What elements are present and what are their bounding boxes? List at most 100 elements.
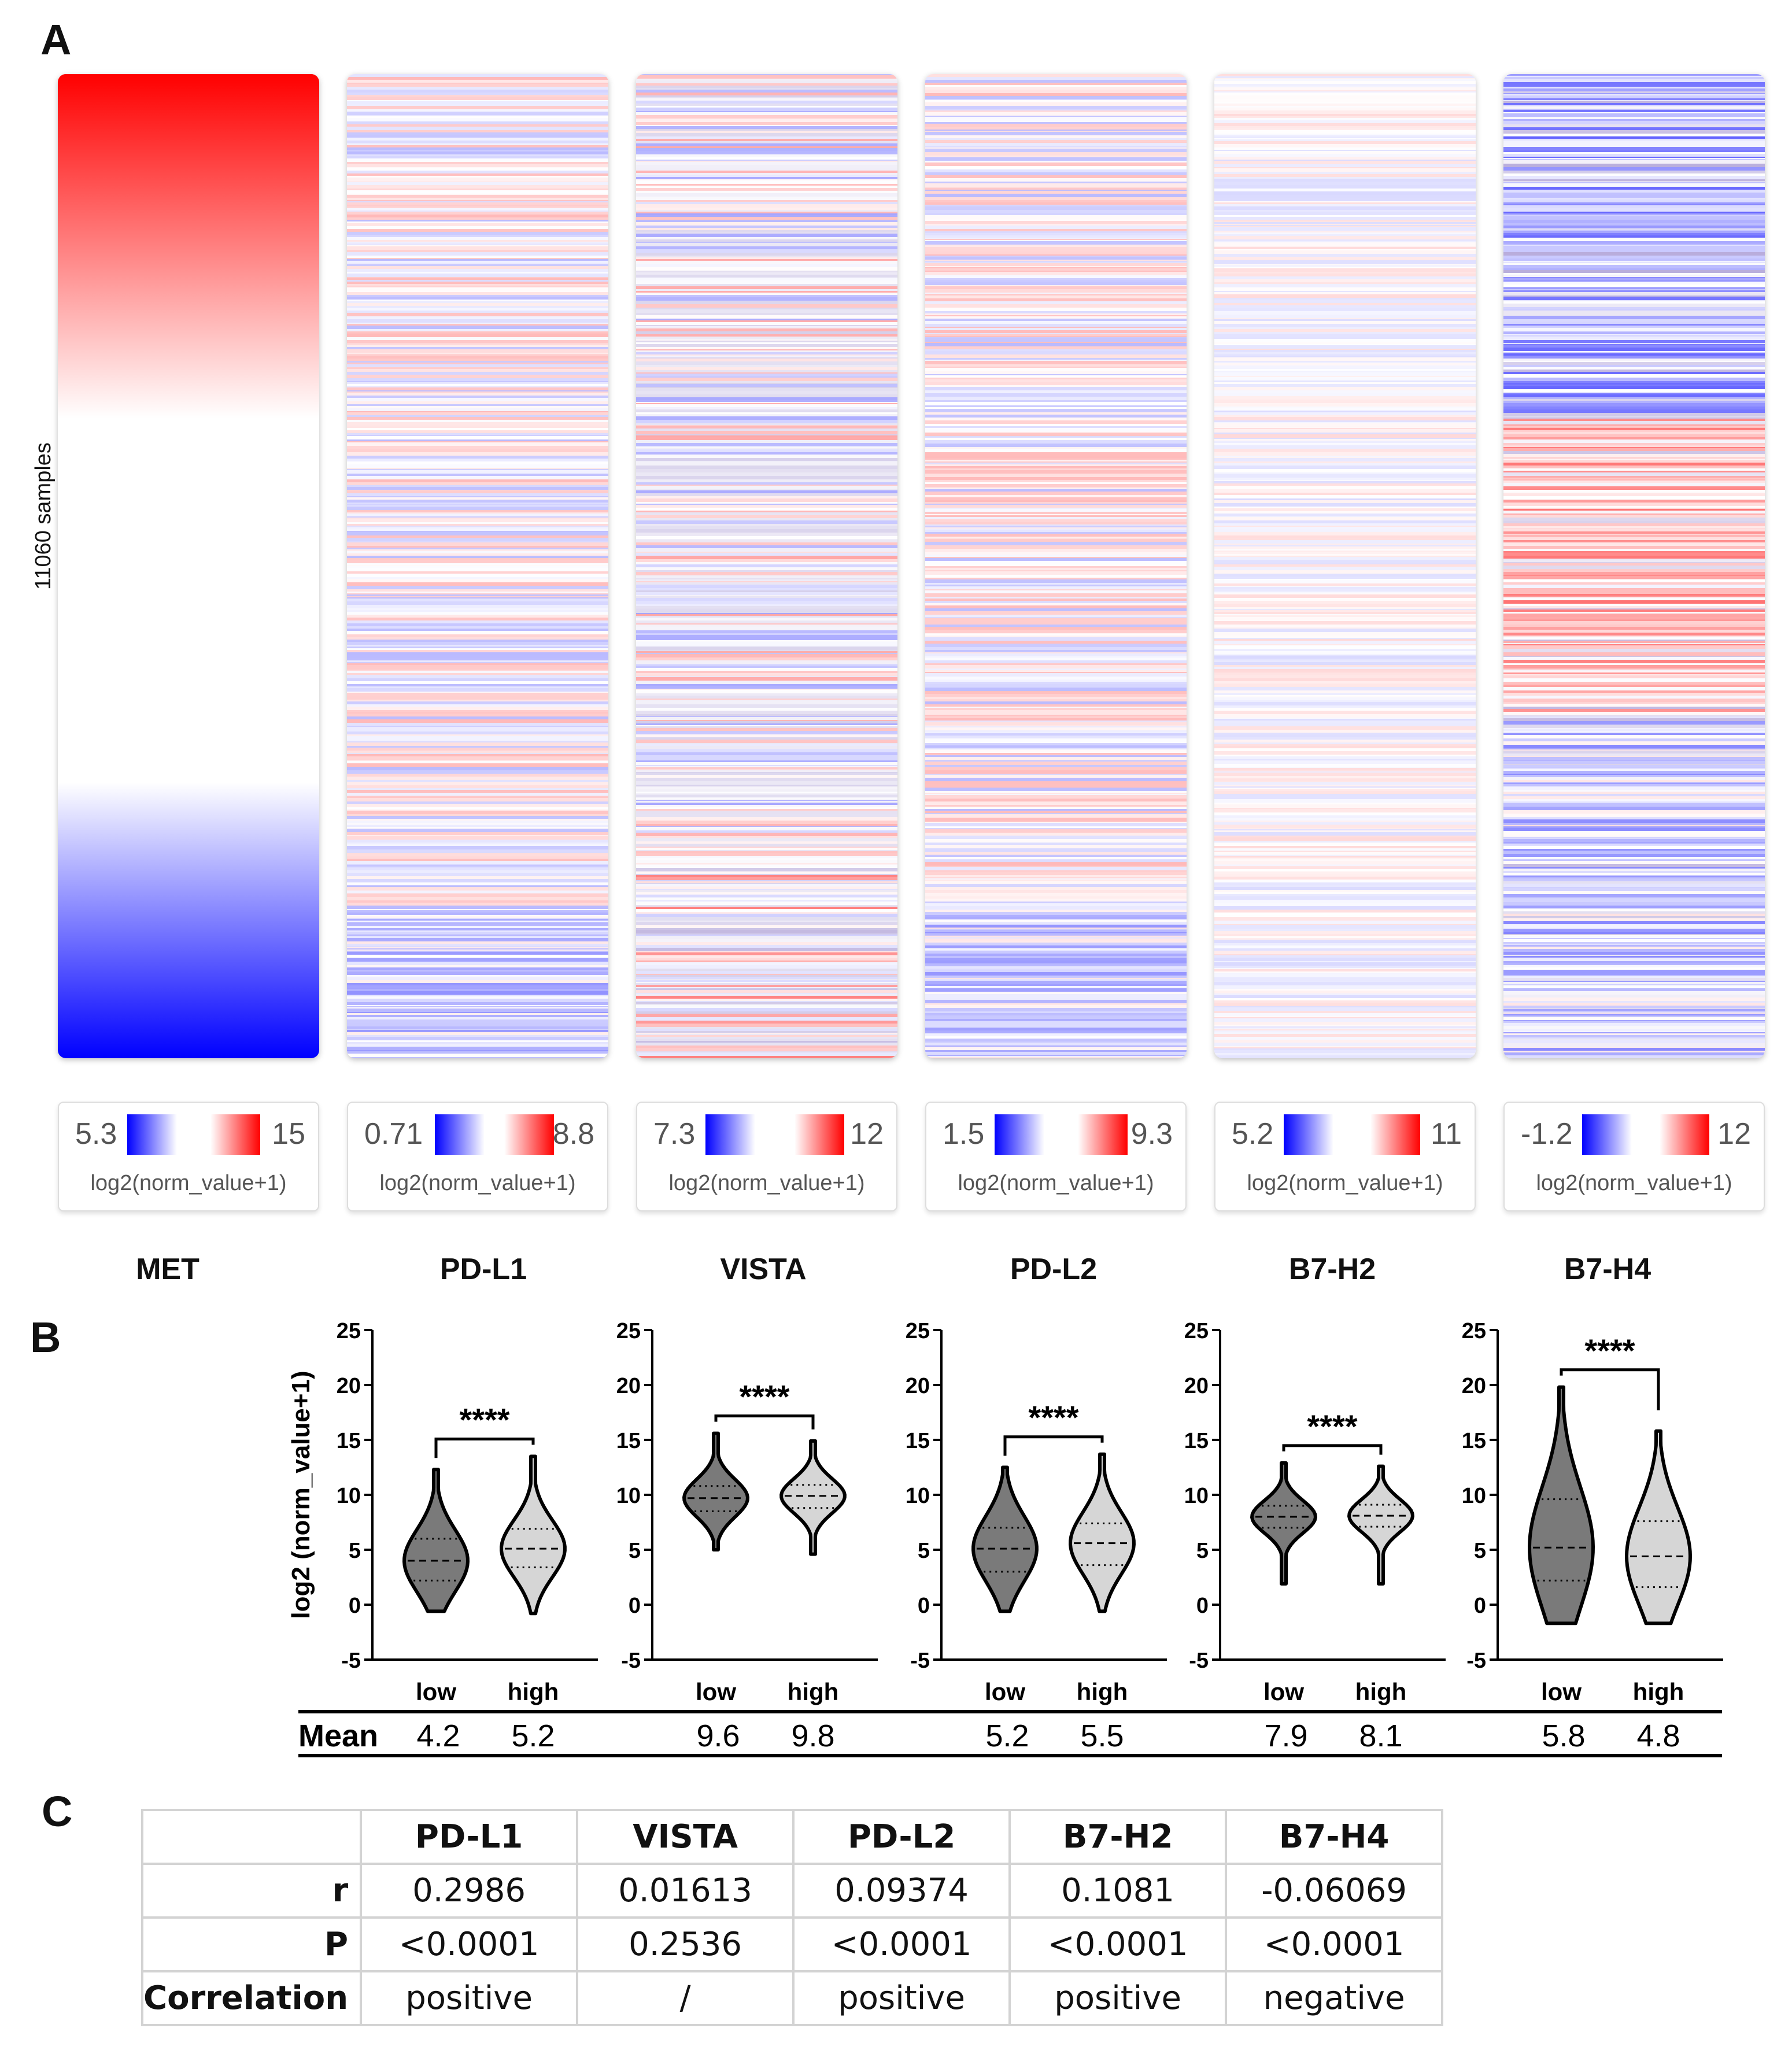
y-tick-label: 0 bbox=[1196, 1594, 1209, 1618]
y-tick-label: 10 bbox=[906, 1484, 930, 1508]
mean-value: 5.2 bbox=[985, 1719, 1029, 1753]
table-header-cell: B7-H4 bbox=[1225, 1809, 1444, 1865]
table-row: P <0.0001 0.2536 <0.0001 <0.0001 <0.0001 bbox=[141, 1916, 1444, 1972]
legend-unit: log2(norm_value+1) bbox=[668, 1171, 865, 1195]
panel-label-c: C bbox=[42, 1787, 73, 1835]
table-cell: -0.06069 bbox=[1225, 1863, 1444, 1919]
heatmap-column-pd-l1 bbox=[347, 74, 608, 1058]
violin-low bbox=[1250, 1461, 1317, 1586]
table-cell: positive bbox=[1008, 1970, 1228, 2026]
row-label: P bbox=[141, 1916, 363, 1972]
y-tick-label: -5 bbox=[621, 1649, 641, 1673]
violin-high bbox=[1347, 1464, 1414, 1586]
legend-blue-gradient bbox=[705, 1114, 755, 1155]
table-header-row: PD-L1 VISTA PD-L2 B7-H2 B7-H4 bbox=[141, 1809, 1444, 1865]
y-tick-label: 15 bbox=[616, 1429, 641, 1453]
table-cell: 0.2986 bbox=[360, 1863, 579, 1919]
table-cell: <0.0001 bbox=[360, 1916, 579, 1972]
legend-b7-h2: 5.2 11 log2(norm_value+1) bbox=[1214, 1102, 1476, 1211]
heatmap-stripes bbox=[925, 74, 1187, 1058]
table-cell: negative bbox=[1225, 1970, 1444, 2026]
row-label: r bbox=[141, 1863, 363, 1919]
y-tick-label: 20 bbox=[906, 1374, 930, 1398]
legend-blue-gradient bbox=[1284, 1114, 1333, 1155]
y-tick-label: 25 bbox=[616, 1319, 641, 1343]
gene-label-met: MET bbox=[136, 1253, 199, 1286]
heatmap-column-b7-h2 bbox=[1214, 74, 1476, 1058]
mean-value: 7.9 bbox=[1264, 1719, 1307, 1753]
heatmap-column-b7-h4 bbox=[1503, 74, 1765, 1058]
y-tick-label: 5 bbox=[1196, 1539, 1209, 1563]
table-row: r 0.2986 0.01613 0.09374 0.1081 -0.06069 bbox=[141, 1863, 1444, 1919]
legend-met: 5.3 15 log2(norm_value+1) bbox=[58, 1102, 319, 1211]
violin-high bbox=[500, 1454, 567, 1616]
x-tick-label: low bbox=[696, 1678, 736, 1705]
panel-label-b: B bbox=[30, 1313, 61, 1361]
table-cell: 0.01613 bbox=[576, 1863, 795, 1919]
table-cell: 0.1081 bbox=[1008, 1863, 1228, 1919]
legend-blue-gradient bbox=[435, 1114, 485, 1155]
legend-unit: log2(norm_value+1) bbox=[379, 1171, 576, 1195]
y-tick-label: 20 bbox=[616, 1374, 641, 1398]
legend-red-gradient bbox=[1660, 1114, 1709, 1155]
significance-stars: **** bbox=[1584, 1332, 1635, 1369]
legend-min: 5.2 bbox=[1232, 1117, 1274, 1151]
x-tick-label: low bbox=[985, 1678, 1025, 1705]
violin-plot-panel: log2 (norm_value+1) -5 0 5 10 15 20 25 low 4.2 hig… bbox=[287, 1319, 1723, 1757]
significance-bracket bbox=[1003, 1435, 1104, 1456]
legend-min: -1.2 bbox=[1521, 1117, 1573, 1151]
mean-value: 5.2 bbox=[511, 1719, 555, 1753]
y-tick-label: 20 bbox=[337, 1374, 361, 1398]
y-tick-label: 0 bbox=[349, 1594, 361, 1618]
x-tick-label: low bbox=[1541, 1678, 1582, 1705]
table-cell: <0.0001 bbox=[1225, 1916, 1444, 1972]
mean-value: 8.1 bbox=[1359, 1719, 1402, 1753]
y-tick-label: 25 bbox=[337, 1319, 361, 1343]
y-tick-label: 10 bbox=[1462, 1484, 1486, 1508]
violin-panel-b7-h4: -5 0 5 10 15 20 25 low 5.8 high 4.8 **** bbox=[1462, 1319, 1723, 1753]
y-tick-label: 25 bbox=[1462, 1319, 1486, 1343]
legend-red-gradient bbox=[1078, 1114, 1128, 1155]
legend-max: 8.8 bbox=[552, 1117, 594, 1151]
legend-min: 0.71 bbox=[364, 1117, 423, 1151]
legend-max: 12 bbox=[1717, 1117, 1751, 1151]
y-tick-label: 20 bbox=[1184, 1374, 1209, 1398]
mean-row-label: Mean bbox=[298, 1719, 378, 1753]
x-tick-label: low bbox=[416, 1678, 456, 1705]
table-row: Correlation positive / positive positive… bbox=[141, 1970, 1444, 2026]
y-tick-label: 0 bbox=[1474, 1594, 1486, 1618]
legend-red-gradient bbox=[795, 1114, 844, 1155]
heatmap-stripes bbox=[347, 74, 608, 1058]
gene-label-pd-l2: PD-L2 bbox=[1010, 1253, 1098, 1286]
violin-low bbox=[682, 1431, 749, 1551]
significance-bracket bbox=[1282, 1444, 1383, 1455]
legend-min: 7.3 bbox=[653, 1117, 696, 1151]
x-tick-label: high bbox=[1633, 1678, 1684, 1705]
mean-value: 9.8 bbox=[791, 1719, 834, 1753]
legend-max: 12 bbox=[850, 1117, 884, 1151]
legend-pd-l1: 0.71 8.8 log2(norm_value+1) bbox=[347, 1102, 608, 1211]
correlation-table: PD-L1 VISTA PD-L2 B7-H2 B7-H4 r 0.2986 0… bbox=[141, 1809, 1444, 2026]
significance-bracket bbox=[434, 1438, 535, 1458]
legend-pd-l2: 1.5 9.3 log2(norm_value+1) bbox=[925, 1102, 1187, 1211]
legend-unit: log2(norm_value+1) bbox=[90, 1171, 287, 1195]
heatmap-stripes bbox=[1214, 74, 1476, 1058]
y-tick-label: 0 bbox=[629, 1594, 641, 1618]
heatmap-column-met bbox=[58, 74, 319, 1058]
panel-label-a: A bbox=[40, 16, 72, 64]
y-tick-label: 15 bbox=[1184, 1429, 1209, 1453]
table-cell: 0.2536 bbox=[576, 1916, 795, 1972]
gene-label-b7-h4: B7-H4 bbox=[1564, 1253, 1651, 1286]
table-cell: / bbox=[576, 1970, 795, 2026]
samples-axis-label: 11060 samples bbox=[31, 442, 56, 590]
table-cell: <0.0001 bbox=[792, 1916, 1011, 1972]
gene-label-vista: VISTA bbox=[720, 1253, 807, 1286]
legend-min: 1.5 bbox=[943, 1117, 985, 1151]
legend-max: 15 bbox=[272, 1117, 305, 1151]
heatmap-stripes bbox=[1503, 74, 1765, 1058]
table-header-cell: PD-L2 bbox=[792, 1809, 1011, 1865]
y-tick-label: 15 bbox=[1462, 1429, 1486, 1453]
y-tick-label: 5 bbox=[629, 1539, 641, 1563]
y-tick-label: 10 bbox=[616, 1484, 641, 1508]
violin-panel-pd-l2: -5 0 5 10 15 20 25 low 5.2 high 5.5 **** bbox=[906, 1319, 1167, 1753]
